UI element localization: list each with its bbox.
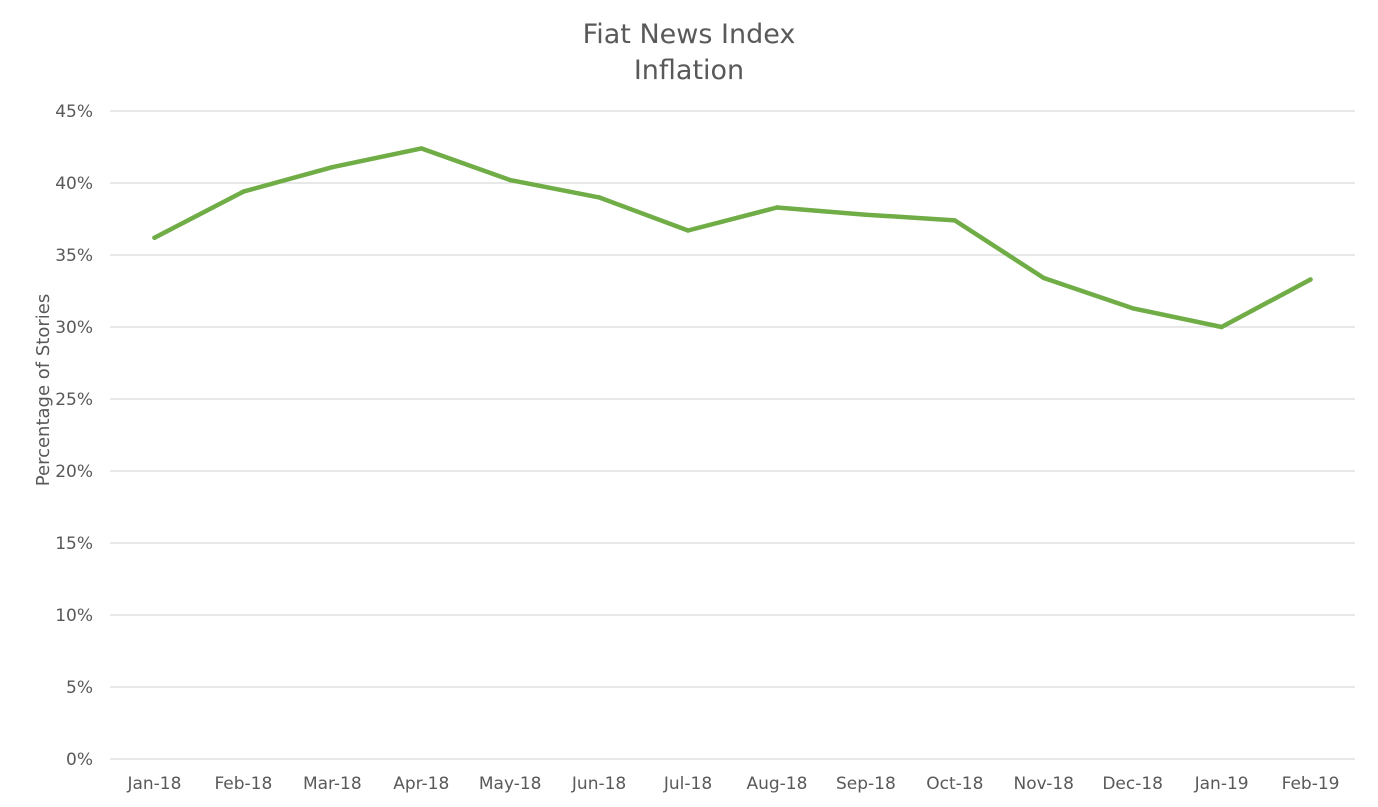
chart-title: Fiat News Index Inflation xyxy=(583,19,796,86)
x-tick-label: Feb-19 xyxy=(1282,774,1340,794)
data-point xyxy=(241,189,246,194)
gridlines xyxy=(110,110,1355,760)
y-tick-label: 15% xyxy=(55,534,93,554)
x-tick-label: Jan-18 xyxy=(126,774,181,794)
x-tick-label: Oct-18 xyxy=(926,774,983,794)
data-point xyxy=(1041,275,1046,281)
x-tick-label: Dec-18 xyxy=(1102,774,1163,794)
data-point xyxy=(596,195,602,200)
data-point xyxy=(419,146,424,151)
x-tick-label: Mar-18 xyxy=(303,774,362,794)
data-point xyxy=(330,164,335,170)
series-lines xyxy=(152,146,1313,330)
data-point xyxy=(152,235,157,240)
y-tick-label: 30% xyxy=(55,318,93,338)
data-point xyxy=(685,228,691,233)
y-tick-label: 25% xyxy=(55,390,93,410)
y-axis-tick-labels: 0% 5% 10% 15% 20% 25% 30% 35% 40% 45% xyxy=(55,102,93,770)
y-tick-label: 20% xyxy=(55,462,93,482)
y-tick-label: 5% xyxy=(66,678,93,698)
x-tick-label: Aug-18 xyxy=(746,774,807,794)
x-tick-label: Jan-19 xyxy=(1194,774,1249,794)
data-point xyxy=(863,212,869,217)
data-point xyxy=(507,177,513,183)
x-axis-tick-labels: Jan-18 Feb-18 Mar-18 Apr-18 May-18 Jun-18 Jul-… xyxy=(126,774,1339,794)
data-point xyxy=(1130,306,1135,311)
y-tick-label: 10% xyxy=(55,606,93,626)
y-tick-label: 40% xyxy=(55,174,93,194)
chart-subtitle-line: Inflation xyxy=(634,55,744,86)
y-tick-label: 45% xyxy=(55,102,93,122)
data-point xyxy=(1308,277,1313,282)
x-tick-label: Apr-18 xyxy=(393,774,449,794)
data-point xyxy=(952,218,958,223)
x-tick-label: May-18 xyxy=(479,774,542,794)
x-tick-label: Sep-18 xyxy=(836,774,896,794)
y-axis-title: Percentage of Stories xyxy=(33,294,54,486)
chart-title-line: Fiat News Index xyxy=(583,19,796,50)
series-line xyxy=(152,146,1313,330)
data-point xyxy=(774,205,780,210)
y-tick-label: 35% xyxy=(55,246,93,266)
y-tick-label: 0% xyxy=(66,750,93,770)
x-tick-label: Jul-18 xyxy=(663,774,712,794)
data-point xyxy=(1219,324,1224,330)
x-tick-label: Jun-18 xyxy=(571,774,626,794)
x-tick-label: Feb-18 xyxy=(214,774,272,794)
x-tick-label: Nov-18 xyxy=(1014,774,1075,794)
